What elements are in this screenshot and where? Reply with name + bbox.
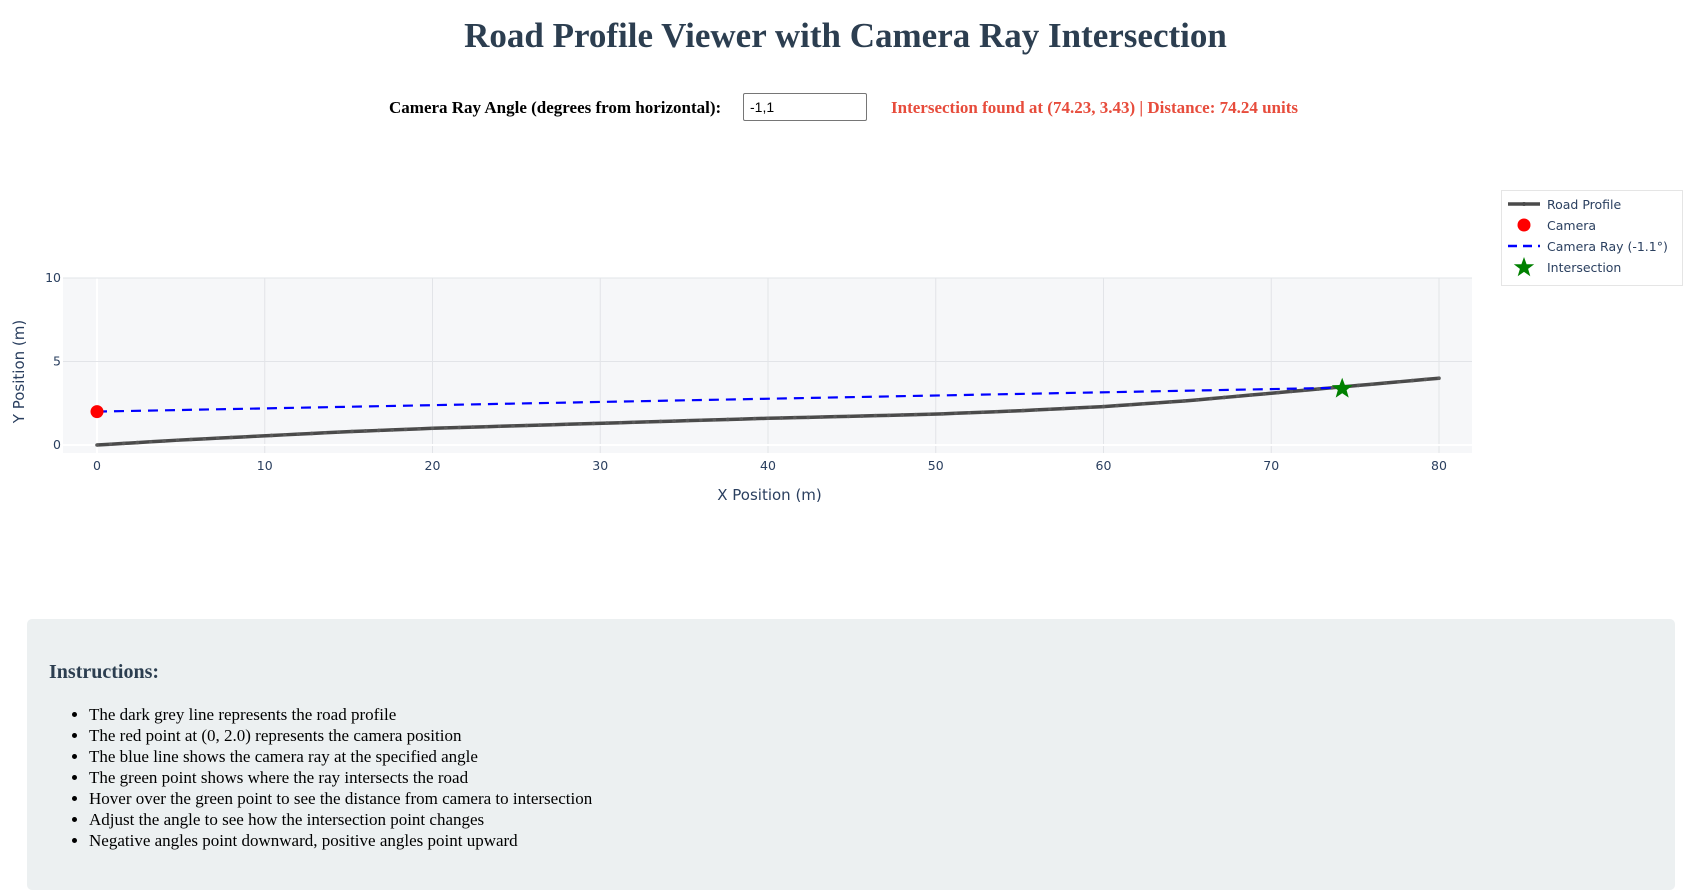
instruction-item: The blue line shows the camera ray at th…	[89, 746, 592, 767]
svg-text:10: 10	[45, 270, 61, 285]
svg-text:70: 70	[1263, 458, 1279, 473]
svg-text:80: 80	[1431, 458, 1447, 473]
angle-input[interactable]	[743, 93, 867, 121]
svg-text:0: 0	[93, 458, 101, 473]
legend-label: Camera	[1547, 218, 1597, 233]
svg-text:5: 5	[53, 354, 61, 369]
legend-label: Road Profile	[1547, 197, 1622, 212]
legend-label: Intersection	[1547, 260, 1622, 275]
road-profile-chart[interactable]: 0 10 20 30 40 50 60 70 80 0 5 10 X Position (m) Y P…	[0, 180, 1691, 520]
svg-text:60: 60	[1096, 458, 1112, 473]
instruction-item: Negative angles point downward, positive…	[89, 830, 592, 851]
road-profile-markers	[95, 376, 1441, 447]
x-axis-title: X Position (m)	[717, 486, 822, 504]
chart-canvas[interactable]: 0 10 20 30 40 50 60 70 80 0 5 10 X Position (m) Y P…	[0, 180, 1691, 520]
legend-item-intersection[interactable]: Intersection	[1502, 257, 1682, 278]
instruction-item: Hover over the green point to see the di…	[89, 788, 592, 809]
axis-ticks: 0 10 20 30 40 50 60 70 80 0 5 10	[45, 270, 1447, 473]
instruction-item: The green point shows where the ray inte…	[89, 767, 592, 788]
intersection-status: Intersection found at (74.23, 3.43) | Di…	[891, 98, 1299, 117]
svg-text:30: 30	[592, 458, 608, 473]
red-circle-icon	[1517, 218, 1531, 232]
camera-marker[interactable]	[90, 405, 104, 419]
y-axis-title: Y Position (m)	[10, 320, 28, 424]
angle-label: Camera Ray Angle (degrees from horizonta…	[389, 98, 722, 117]
svg-text:40: 40	[760, 458, 776, 473]
chart-legend: Road Profile Camera Camera Ray (-1.1°) I…	[1501, 190, 1683, 286]
dashed-line-icon	[1508, 244, 1540, 248]
legend-item-camera-ray[interactable]: Camera Ray (-1.1°)	[1502, 236, 1682, 257]
page-title: Road Profile Viewer with Camera Ray Inte…	[464, 16, 1227, 55]
legend-item-camera[interactable]: Camera	[1502, 215, 1682, 236]
green-star-icon	[1513, 257, 1535, 277]
svg-text:10: 10	[257, 458, 273, 473]
svg-text:20: 20	[425, 458, 441, 473]
svg-text:50: 50	[928, 458, 944, 473]
camera-ray-line[interactable]	[96, 386, 1343, 413]
instruction-item: Adjust the angle to see how the intersec…	[89, 809, 592, 830]
grid-lines	[63, 277, 1472, 453]
svg-text:0: 0	[53, 437, 61, 452]
instructions-panel: Instructions: The dark grey line represe…	[27, 619, 1675, 890]
instructions-heading: Instructions:	[49, 661, 160, 683]
angle-controls: Camera Ray Angle (degrees from horizonta…	[0, 93, 1691, 124]
intersection-star-icon[interactable]	[1331, 377, 1353, 398]
instruction-item: The red point at (0, 2.0) represents the…	[89, 725, 592, 746]
legend-label: Camera Ray (-1.1°)	[1547, 239, 1668, 254]
instruction-item: The dark grey line represents the road p…	[89, 704, 592, 725]
instructions-list: The dark grey line represents the road p…	[49, 704, 592, 851]
line-marker-icon	[1508, 202, 1540, 206]
legend-item-road-profile[interactable]: Road Profile	[1502, 194, 1682, 215]
